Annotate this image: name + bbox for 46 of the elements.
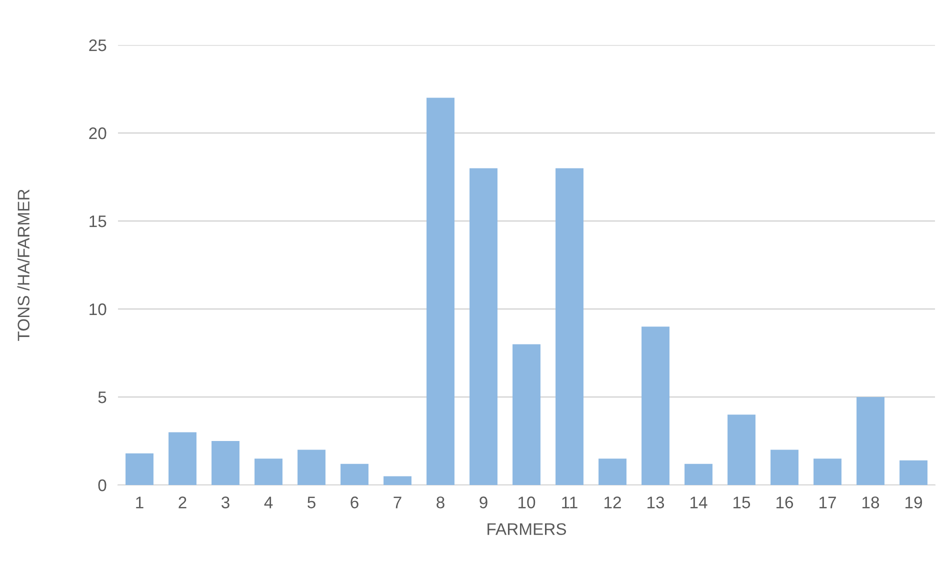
x-tick-label: 10	[518, 496, 536, 508]
bar	[684, 464, 712, 485]
bar	[298, 450, 326, 485]
y-tick-label: 0	[98, 479, 106, 492]
bar	[598, 458, 626, 485]
x-tick-label: 17	[820, 496, 836, 508]
bar	[814, 458, 842, 485]
y-tick-label: 5	[98, 392, 106, 404]
y-axis-title: TONS /HA/FARMER	[17, 190, 30, 341]
bar	[900, 460, 928, 485]
bar	[384, 476, 412, 485]
x-tick-label: 9	[480, 496, 488, 508]
bar	[426, 98, 454, 485]
x-tick-label: 11	[562, 496, 578, 508]
bar	[340, 464, 368, 485]
bar	[728, 414, 756, 485]
y-tick-label: 20	[89, 127, 106, 140]
bar	[254, 458, 282, 485]
bar	[770, 450, 798, 485]
y-tick-label: 15	[90, 216, 106, 228]
bar	[168, 432, 196, 485]
x-tick-label: 12	[604, 496, 621, 508]
x-tick-label: 14	[690, 496, 708, 508]
x-tick-label: 3	[222, 496, 230, 508]
bar	[856, 397, 884, 485]
x-tick-label: 13	[648, 496, 664, 508]
x-tick-label: 19	[906, 496, 922, 508]
bar	[642, 326, 670, 485]
x-tick-label: 6	[350, 496, 358, 508]
bar	[470, 168, 498, 485]
bar	[556, 168, 584, 485]
x-tick-label: 18	[862, 496, 880, 508]
y-tick-label: 10	[90, 303, 106, 316]
bar	[212, 441, 240, 485]
bar	[126, 453, 154, 485]
x-tick-label: 1	[136, 496, 144, 508]
x-tick-label: 5	[308, 496, 316, 508]
y-tick-label: 25	[89, 39, 106, 52]
x-tick-label: 8	[436, 496, 444, 508]
x-axis-title: FARMERS	[488, 523, 566, 535]
x-tick-label: 4	[264, 496, 273, 508]
x-tick-label: 2	[178, 496, 186, 508]
x-tick-label: 16	[776, 496, 794, 508]
bar	[512, 344, 540, 485]
x-tick-label: 7	[394, 496, 402, 508]
x-tick-label: 15	[734, 496, 750, 508]
